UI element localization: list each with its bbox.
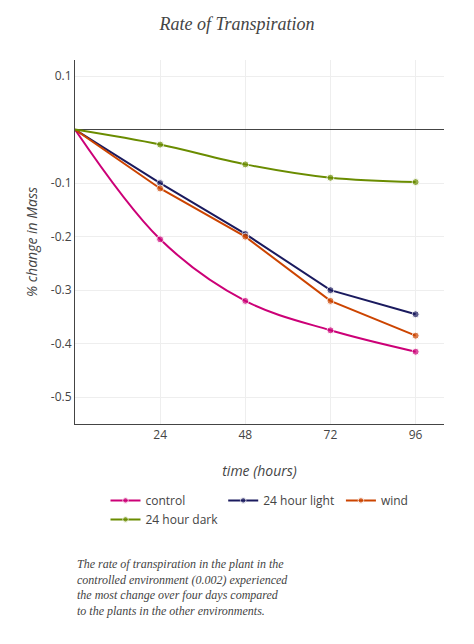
svg-text:-0.3: -0.3 — [51, 281, 72, 298]
svg-text:-0.1: -0.1 — [51, 174, 72, 191]
svg-text:% change in Mass: % change in Mass — [22, 187, 41, 297]
svg-text:Rate of Transpiration: Rate of Transpiration — [158, 14, 314, 34]
svg-text:-0.2: -0.2 — [51, 228, 72, 245]
svg-text:The rate of transpiration in t: The rate of transpiration in the plant i… — [77, 557, 288, 618]
svg-text:-0.4: -0.4 — [51, 335, 72, 352]
svg-text:control: control — [146, 492, 186, 509]
svg-text:48: 48 — [238, 426, 252, 443]
svg-text:72: 72 — [324, 426, 338, 443]
svg-text:0.1: 0.1 — [55, 67, 72, 84]
svg-text:24: 24 — [153, 426, 167, 443]
svg-text:-0.5: -0.5 — [51, 388, 72, 405]
svg-text:wind: wind — [381, 492, 408, 509]
svg-text:24 hour dark: 24 hour dark — [146, 511, 219, 528]
svg-text:96: 96 — [409, 426, 423, 443]
svg-text:24 hour light: 24 hour light — [263, 492, 334, 509]
svg-text:time (hours): time (hours) — [222, 461, 297, 480]
